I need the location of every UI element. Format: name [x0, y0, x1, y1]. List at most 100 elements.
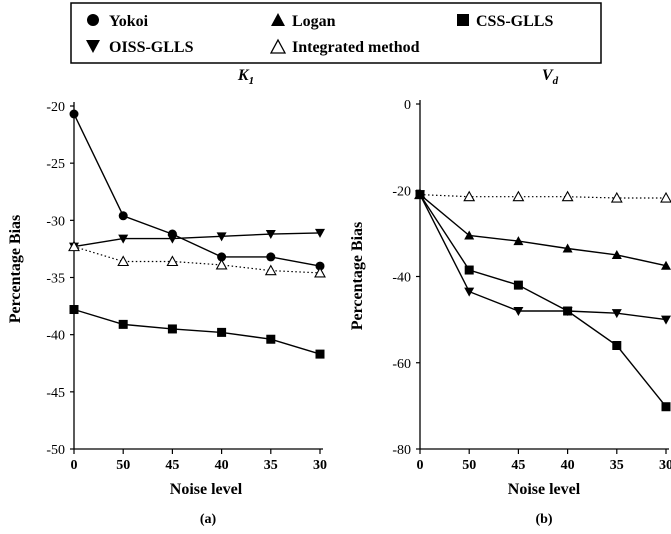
data-point-logan [611, 249, 622, 259]
series-logan [415, 189, 671, 270]
series-line-oiss-glls [73, 232, 321, 248]
panel-title: Vd [542, 67, 559, 87]
data-point-oiss-glls [611, 309, 622, 319]
data-point-oiss-glls [562, 307, 573, 316]
data-point-logan [661, 260, 671, 270]
y-tick-label: -20 [392, 184, 411, 199]
y-tick-label: -40 [392, 271, 411, 286]
series-oiss-glls [69, 228, 325, 252]
data-point-css-glls [661, 402, 671, 412]
legend-entry-oiss-glls: OISS-GLLS [86, 39, 194, 56]
data-point-oiss-glls [265, 230, 276, 240]
series-line-logan [419, 194, 667, 267]
x-tick-label: 45 [165, 458, 179, 473]
data-point-yokoi [69, 109, 79, 119]
panel-title-subscript: 1 [249, 75, 255, 87]
legend-label: Integrated method [292, 39, 420, 56]
legend: Yokoi Logan CSS-GLLS OISS-GLLS Integrate… [70, 2, 602, 64]
panel-a-k1: K1 Percentage Bias Noise level (a) -20-2… [7, 67, 327, 527]
data-point-oiss-glls [167, 234, 178, 244]
series-line-css-glls [419, 194, 667, 408]
series-line-css-glls [73, 308, 321, 355]
series-line-integrated-method [73, 246, 321, 274]
series-css-glls [69, 305, 325, 359]
legend-label: OISS-GLLS [109, 39, 194, 56]
panel-caption: (b) [535, 512, 552, 527]
y-tick-label: 0 [404, 98, 411, 113]
y-tick-label: -25 [46, 157, 65, 172]
data-point-css-glls [266, 334, 276, 344]
legend-label: Yokoi [109, 13, 149, 30]
legend-marker-square-filled [457, 14, 469, 26]
x-tick-label: 50 [462, 458, 476, 473]
x-tick-label: 0 [71, 458, 78, 473]
legend-label: Logan [292, 13, 336, 30]
y-tick-label: -30 [46, 214, 65, 229]
data-point-css-glls [69, 305, 79, 315]
panel-title-main: K [237, 67, 250, 84]
x-tick-label: 35 [264, 458, 278, 473]
panel-title-subscript: d [553, 75, 559, 87]
series-integrated-method [68, 240, 326, 278]
data-point-css-glls [612, 341, 622, 350]
y-tick-label: -80 [392, 443, 411, 458]
data-point-oiss-glls [216, 232, 227, 242]
plot-area: 0 -20 -40 -60 -80 0 50 45 40 35 30 [392, 98, 671, 473]
data-point-integrated-method [166, 255, 179, 267]
panel-b-vd: Vd Percentage Bias Noise level (b) 0 -20 -… [349, 67, 671, 527]
series-line-oiss-glls [419, 194, 667, 321]
legend-marker-triangle-up-filled [271, 13, 285, 26]
data-point-yokoi [266, 252, 276, 262]
data-point-css-glls [513, 280, 523, 290]
data-point-oiss-glls [415, 190, 425, 200]
y-tick-label: -60 [392, 357, 411, 372]
plot-area: -20 -25 -30 -35 -40 -45 -50 0 50 45 40 35 30 [46, 100, 327, 473]
legend-entry-integrated-method: Integrated method [269, 38, 420, 56]
series-integrated-method [414, 188, 671, 203]
y-tick-label: -35 [46, 272, 65, 287]
data-point-css-glls [167, 324, 177, 334]
data-point-oiss-glls [315, 228, 325, 238]
data-point-oiss-glls [513, 307, 524, 316]
legend-marker-triangle-up-open [269, 38, 287, 54]
data-point-css-glls [464, 265, 474, 275]
x-tick-label: 50 [116, 458, 130, 473]
x-axis-label: Noise level [170, 481, 243, 498]
series-line-integrated-method [419, 194, 666, 199]
data-point-integrated-method [610, 191, 623, 203]
x-tick-label: 45 [511, 458, 525, 473]
x-axis-label: Noise level [508, 481, 581, 498]
y-tick-label: -50 [46, 443, 65, 458]
panel-title: K1 [237, 67, 254, 87]
data-point-integrated-method [117, 255, 130, 267]
data-point-integrated-method [314, 266, 326, 278]
data-point-integrated-method [463, 190, 476, 202]
panel-caption: (a) [200, 512, 217, 527]
y-tick-label: -20 [46, 100, 65, 115]
data-point-integrated-method [215, 258, 228, 270]
data-point-oiss-glls [464, 287, 475, 297]
data-point-css-glls [315, 349, 325, 359]
data-point-integrated-method [68, 240, 80, 252]
x-tick-label: 35 [610, 458, 624, 473]
series-line-yokoi [73, 113, 321, 267]
legend-box [70, 2, 602, 64]
series-oiss-glls [415, 190, 671, 325]
y-axis-label: Percentage Bias [349, 222, 366, 331]
x-tick-label: 40 [561, 458, 575, 473]
legend-entry-logan: Logan [271, 13, 336, 30]
data-point-oiss-glls [118, 234, 129, 244]
legend-label: CSS-GLLS [476, 13, 553, 30]
legend-marker-triangle-down-filled [86, 40, 100, 53]
data-point-yokoi [217, 252, 227, 262]
x-tick-label: 0 [417, 458, 424, 473]
data-point-logan [513, 236, 524, 246]
y-tick-label: -45 [46, 386, 65, 401]
y-tick-label: -40 [46, 329, 65, 344]
panel-title-main: V [542, 67, 554, 84]
data-point-logan [464, 230, 475, 240]
data-point-css-glls [118, 319, 128, 329]
x-tick-label: 30 [313, 458, 327, 473]
data-point-oiss-glls [661, 315, 671, 325]
